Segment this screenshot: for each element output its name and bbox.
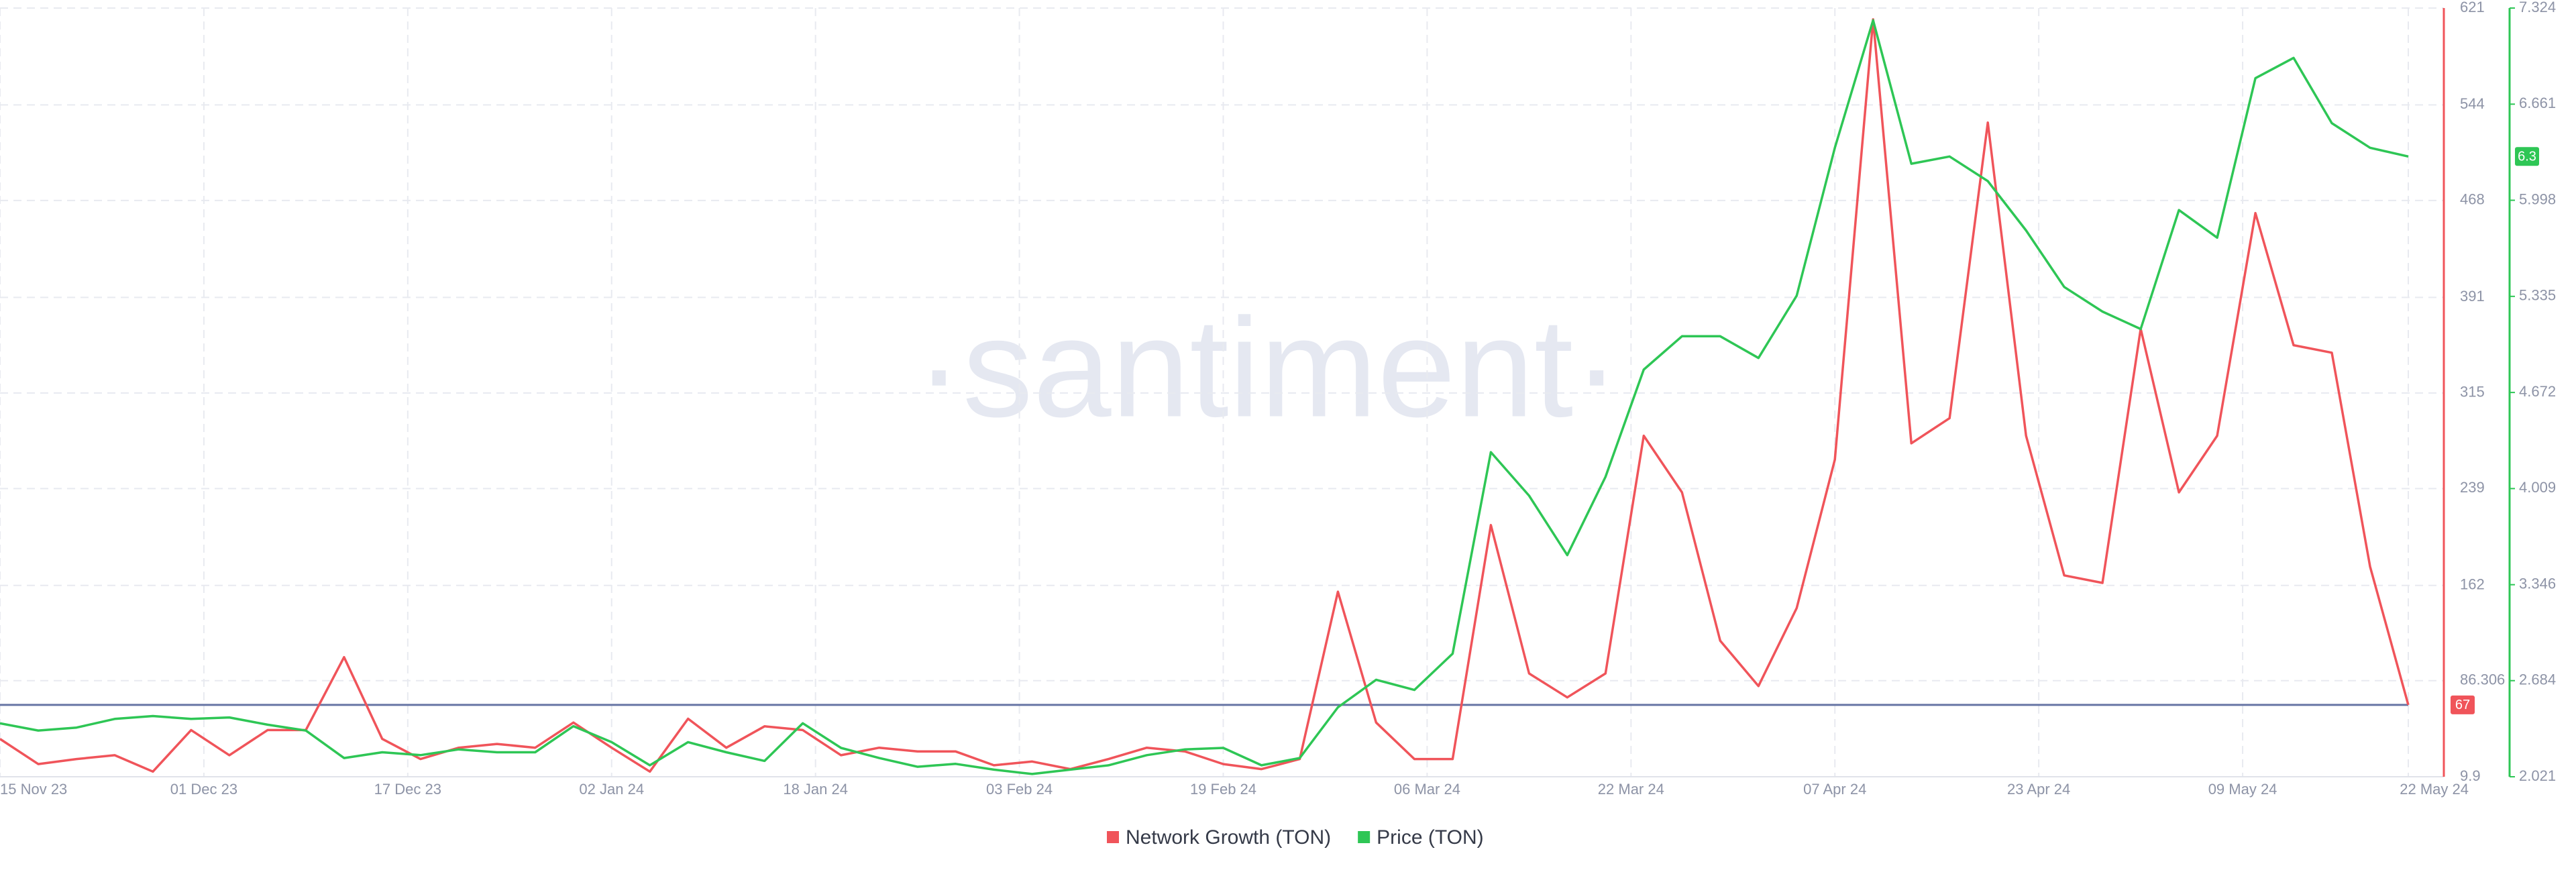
y2-tick-label: 2.684 (2519, 671, 2556, 688)
legend-label: Network Growth (TON) (1126, 826, 1331, 849)
y2-tick-label: 2.021 (2519, 767, 2556, 784)
series-line (0, 19, 2409, 775)
y2-tick-label: 3.346 (2519, 575, 2556, 592)
y2-tick-label: 7.324 (2519, 0, 2556, 15)
y2-tick-label: 4.009 (2519, 479, 2556, 496)
x-tick-label: 15 Nov 23 (0, 781, 67, 798)
x-tick-label: 07 Apr 24 (1803, 781, 1866, 798)
y-tick-label: 544 (2460, 95, 2485, 112)
y-tick-label: 162 (2460, 576, 2485, 593)
x-tick-label: 19 Feb 24 (1190, 781, 1256, 798)
y2-tick-label: 5.335 (2519, 287, 2556, 304)
x-tick-label: 23 Apr 24 (2007, 781, 2070, 798)
x-tick-label: 22 May 24 (2400, 781, 2469, 798)
x-tick-label: 06 Mar 24 (1394, 781, 1460, 798)
y-tick-label: 9.9 (2460, 767, 2481, 784)
legend-swatch (1358, 831, 1371, 843)
y-tick-label: 239 (2460, 479, 2485, 496)
y-tick-label: 315 (2460, 384, 2485, 400)
x-tick-label: 22 Mar 24 (1598, 781, 1664, 798)
y2-tick-label: 4.672 (2519, 383, 2556, 400)
last-value-label: 6.3 (2518, 150, 2536, 164)
last-value-label: 67 (2455, 698, 2470, 712)
y-tick-label: 621 (2460, 0, 2485, 15)
y-tick-label: 86.306 (2460, 671, 2505, 688)
y-tick-label: 468 (2460, 191, 2485, 208)
x-tick-label: 17 Dec 23 (374, 781, 441, 798)
legend-label: Price (TON) (1377, 826, 1483, 849)
y-tick-label: 391 (2460, 288, 2485, 305)
y2-tick-label: 5.998 (2519, 190, 2556, 207)
y2-tick-label: 6.661 (2519, 95, 2556, 111)
last-value-tag (2451, 695, 2475, 714)
x-tick-label: 18 Jan 24 (783, 781, 848, 798)
x-tick-label: 02 Jan 24 (579, 781, 644, 798)
x-tick-label: 03 Feb 24 (986, 781, 1053, 798)
x-tick-label: 01 Dec 23 (170, 781, 237, 798)
last-value-tag (2515, 147, 2539, 166)
legend-swatch (1107, 831, 1119, 843)
watermark: ·santiment· (916, 288, 1620, 446)
series-line (0, 18, 2410, 773)
x-tick-label: 09 May 24 (2208, 781, 2277, 798)
